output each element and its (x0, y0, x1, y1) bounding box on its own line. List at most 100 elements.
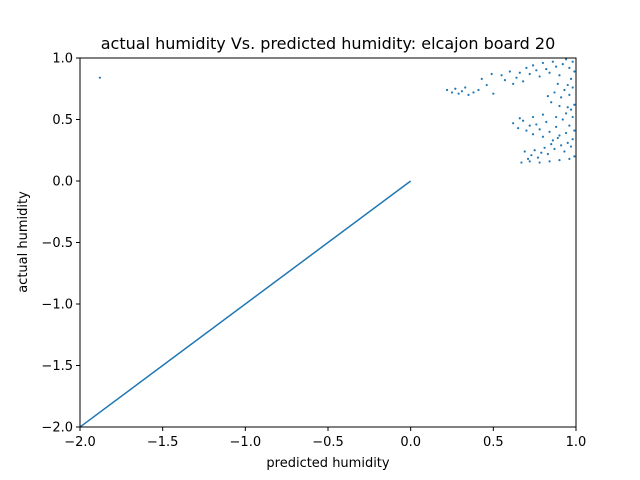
scatter-point (523, 150, 526, 153)
scatter-point (568, 157, 571, 160)
scatter-point (521, 119, 525, 122)
x-tick-label: 0.5 (483, 435, 504, 450)
scatter-point (546, 95, 549, 98)
y-tick-label: 0.0 (52, 175, 73, 190)
y-tick-label: −1.5 (41, 359, 73, 374)
axis-ticks: −2.0 −1.5 −1.0 −0.5 0.0 0.5 1.0 −2.0 −1.5 −1.0 −0.… (41, 52, 586, 451)
scatter-point (521, 80, 525, 83)
scatter-point (564, 112, 568, 115)
scatter-point (477, 88, 480, 92)
y-tick-label: −2.0 (41, 421, 73, 436)
scatter-point (541, 113, 545, 116)
scatter-point (548, 71, 551, 74)
scatter-point (546, 152, 549, 156)
scatter-point (531, 133, 535, 136)
scatter-point (571, 115, 574, 119)
scatter-point (480, 77, 483, 81)
scatter-point (525, 66, 528, 69)
scatter-point (568, 93, 571, 96)
scatter-point (518, 117, 521, 120)
scatter-point (520, 161, 523, 164)
scatter-point (558, 74, 561, 77)
scatter-point (531, 64, 535, 67)
scatter-point (573, 155, 576, 158)
scatter-point (528, 124, 531, 127)
scatter-point (564, 131, 568, 135)
scatter-point (517, 127, 520, 130)
scatter-point (566, 141, 569, 144)
plot-area (80, 58, 576, 427)
scatter-point (512, 82, 515, 85)
scatter-point (525, 129, 528, 132)
scatter-point (515, 76, 518, 79)
x-tick-label: 1.0 (566, 435, 587, 450)
scatter-point (445, 88, 449, 92)
scatter-point (538, 75, 541, 78)
scatter-point (561, 63, 564, 66)
scatter-point (450, 91, 454, 94)
scatter-point (528, 72, 531, 76)
scatter-point (464, 86, 467, 89)
scatter-point (553, 91, 556, 94)
scatter-point (556, 82, 559, 85)
scatter-point (569, 145, 573, 148)
x-tick-label: −1.0 (230, 435, 262, 450)
scatter-point (538, 161, 541, 164)
scatter-point (548, 160, 551, 163)
scatter-point (518, 71, 521, 74)
scatter-point (566, 83, 569, 87)
scatter-point (571, 138, 574, 141)
scatter-point (566, 106, 569, 109)
scatter-point (555, 125, 558, 128)
scatter-point (550, 143, 553, 146)
scatter-point (467, 93, 470, 96)
scatter-point (541, 135, 545, 138)
y-tick-label: 1.0 (52, 52, 73, 67)
y-tick-label: −1.0 (41, 298, 73, 313)
x-tick-label: −2.0 (64, 435, 96, 450)
scatter-point (555, 115, 558, 119)
scatter-point (526, 157, 530, 160)
scatter-point (508, 70, 511, 73)
x-tick-label: −1.5 (147, 435, 179, 450)
scatter-point (558, 104, 561, 108)
scatter-point (460, 90, 464, 93)
scatter-point (548, 130, 551, 133)
scatter-point (535, 69, 538, 72)
scatter-point (564, 58, 568, 61)
scatter-point (545, 120, 548, 124)
x-axis-label: predicted humidity (266, 456, 390, 471)
scatter-point (561, 118, 564, 121)
scatter-point (500, 74, 503, 77)
scatter-point (98, 76, 101, 79)
scatter-point (573, 103, 576, 106)
chart-title: actual humidity Vs. predicted humidity: … (101, 34, 556, 53)
scatter-point (530, 154, 533, 157)
scatter-point (560, 96, 563, 99)
scatter-point (503, 79, 507, 82)
scatter-point (472, 91, 475, 94)
scatter-point (541, 61, 545, 65)
scatter-point (558, 158, 561, 162)
scatter-point (485, 83, 488, 87)
scatter-point (538, 128, 541, 131)
scatter-point (569, 77, 573, 81)
scatter-point (568, 66, 571, 69)
scatter-point (556, 136, 559, 140)
scatter-point (571, 86, 574, 89)
scatter-point (531, 115, 535, 119)
scatter-point (563, 150, 566, 153)
x-tick-label: 0.0 (400, 435, 421, 450)
scatter-point (553, 147, 556, 151)
reference-line (80, 180, 412, 427)
scatter-point (573, 70, 576, 73)
scatter-point (536, 156, 540, 159)
scatter-point (551, 139, 554, 142)
scatter-point (560, 144, 563, 147)
scatter-point (555, 65, 558, 68)
scatter-point (571, 60, 574, 63)
y-axis-label: actual humidity (16, 191, 31, 293)
scatter-point (454, 87, 457, 90)
scatter-point (545, 67, 548, 71)
